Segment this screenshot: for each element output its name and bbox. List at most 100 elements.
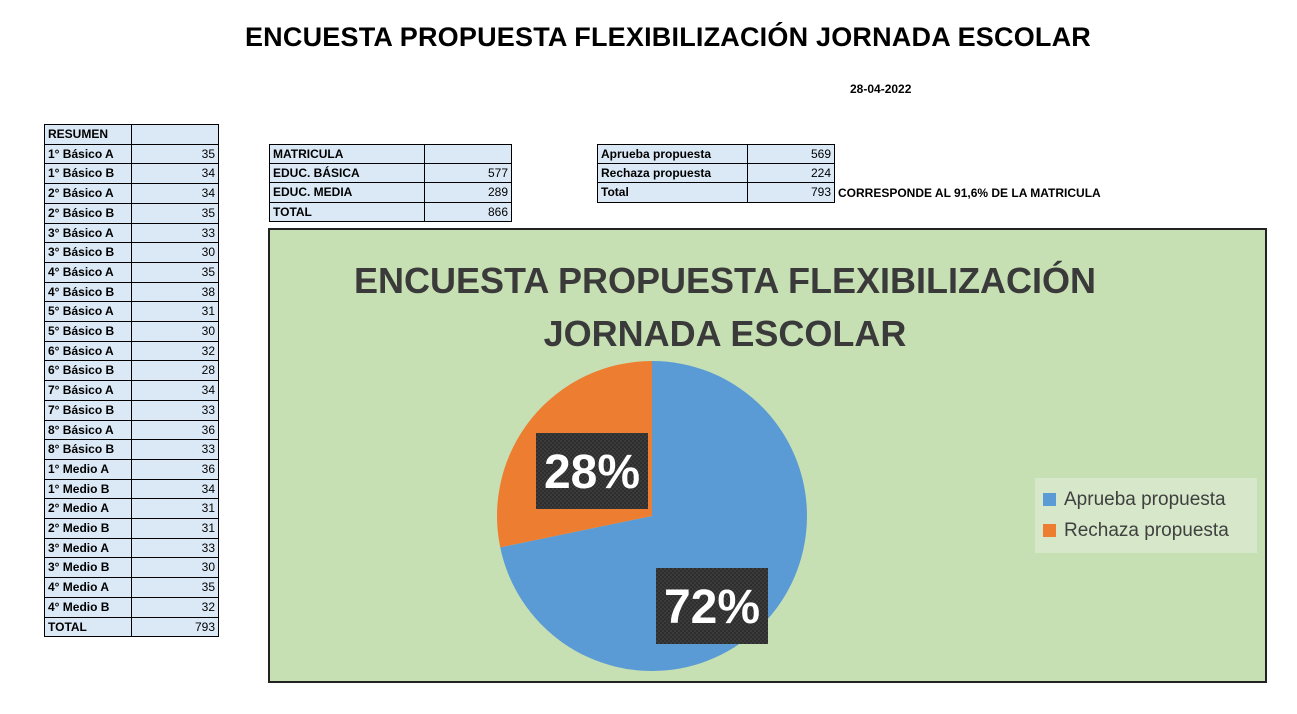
table-row: EDUC. BÁSICA 577	[269, 163, 512, 184]
course-value: 28	[131, 360, 219, 382]
table-row: 2° Básico A 34	[44, 183, 219, 204]
course-value: 31	[131, 301, 219, 323]
course-label: 8° Básico B	[44, 439, 132, 460]
table-row: 4° Medio B 32	[44, 596, 219, 618]
table-row: 6° Básico B 28	[44, 360, 219, 382]
course-label: 3° Básico B	[44, 242, 132, 263]
report-date: 28-04-2022	[850, 82, 912, 96]
vote-value: 569	[747, 143, 835, 165]
data-label-1: 72%	[656, 568, 768, 644]
chart-area: ENCUESTA PROPUESTA FLEXIBILIZACIÓN JORNA…	[268, 228, 1267, 683]
course-value: 33	[131, 222, 219, 244]
table-row: Rechaza propuesta 224	[597, 163, 835, 184]
legend-item: Rechaza propuesta	[1043, 515, 1249, 546]
table-row: Total 793	[597, 182, 835, 203]
table-row: 5° Básico A 31	[44, 301, 219, 323]
course-value: 36	[131, 458, 219, 480]
enrollment-label: TOTAL	[269, 201, 425, 222]
course-value: 33	[131, 439, 219, 460]
course-value: 35	[131, 261, 219, 283]
chart-title: ENCUESTA PROPUESTA FLEXIBILIZACIÓN JORNA…	[353, 260, 1097, 354]
course-value: 793	[131, 616, 219, 638]
enrollment-value: 289	[424, 182, 512, 203]
course-label: 5° Básico B	[44, 321, 132, 342]
course-label: 3° Básico A	[44, 222, 132, 244]
legend-swatch	[1043, 493, 1056, 506]
course-label: TOTAL	[44, 616, 132, 638]
table-row: 2° Medio B 31	[44, 518, 219, 539]
course-value: 38	[131, 281, 219, 303]
enrollment-value: 577	[424, 163, 512, 184]
course-label: 8° Básico A	[44, 419, 132, 441]
resumen-table: RESUMEN 1° Básico A 35 1° Básico B 34 2° Bás…	[44, 124, 219, 638]
table-row: Aprueba propuesta 569	[597, 143, 835, 165]
vote-label: Rechaza propuesta	[597, 163, 748, 184]
table-row: 3° Medio B 30	[44, 557, 219, 579]
course-value: 30	[131, 242, 219, 263]
table-row: 4° Medio A 35	[44, 577, 219, 598]
course-value: 31	[131, 498, 219, 520]
votes-table: Aprueba propuesta 569 Rechaza propuesta 224…	[597, 143, 835, 203]
table-header-row: MATRICULA	[269, 143, 512, 165]
course-label: 2° Básico A	[44, 183, 132, 204]
legend-label: Aprueba propuesta	[1064, 488, 1226, 510]
table-row: 1° Medio B 34	[44, 478, 219, 500]
course-label: 5° Básico A	[44, 301, 132, 323]
matricula-header: MATRICULA	[269, 143, 425, 165]
course-label: 1° Básico A	[44, 143, 132, 165]
course-label: 2° Medio A	[44, 498, 132, 520]
course-value: 35	[131, 202, 219, 224]
page-title: ENCUESTA PROPUESTA FLEXIBILIZACIÓN JORNA…	[244, 22, 1092, 52]
matricula-table: MATRICULA EDUC. BÁSICA 577 EDUC. MEDIA 289 T…	[269, 143, 512, 222]
enrollment-label: EDUC. MEDIA	[269, 182, 425, 203]
course-value: 34	[131, 380, 219, 401]
table-row: 3° Básico B 30	[44, 242, 219, 263]
course-label: 4° Medio B	[44, 596, 132, 618]
course-value: 34	[131, 478, 219, 500]
course-value: 36	[131, 419, 219, 441]
table-row: 4° Básico A 35	[44, 261, 219, 283]
legend-swatch	[1043, 524, 1056, 537]
course-label: 2° Básico B	[44, 202, 132, 224]
course-label: 6° Básico A	[44, 340, 132, 362]
course-value: 31	[131, 518, 219, 539]
table-row: 2° Medio A 31	[44, 498, 219, 520]
table-header-row: RESUMEN	[44, 124, 219, 145]
pie-chart: 72% 28%	[497, 361, 807, 671]
table-row: 7° Básico A 34	[44, 380, 219, 401]
data-label-text: 28%	[544, 446, 640, 499]
table-row: TOTAL 866	[269, 201, 512, 222]
course-label: 7° Básico B	[44, 399, 132, 421]
course-label: 4° Básico A	[44, 261, 132, 283]
course-value: 32	[131, 340, 219, 362]
chart-legend: Aprueba propuesta Rechaza propuesta	[1035, 478, 1257, 553]
vote-value: 793	[747, 182, 835, 203]
table-row: 8° Básico A 36	[44, 419, 219, 441]
table-row: 5° Básico B 30	[44, 321, 219, 342]
course-label: 3° Medio A	[44, 537, 132, 559]
course-label: 1° Medio B	[44, 478, 132, 500]
table-row: 1° Medio A 36	[44, 458, 219, 480]
table-row: 7° Básico B 33	[44, 399, 219, 421]
enrollment-value: 866	[424, 201, 512, 222]
table-row: 1° Básico A 35	[44, 143, 219, 165]
data-label-text: 72%	[664, 581, 760, 634]
coverage-note: CORRESPONDE AL 91,6% DE LA MATRICULA	[838, 186, 1101, 200]
data-label-box	[656, 568, 768, 644]
legend-item: Aprueba propuesta	[1043, 484, 1249, 515]
table-row: 6° Básico A 32	[44, 340, 219, 362]
enrollment-label: EDUC. BÁSICA	[269, 163, 425, 184]
table-row: EDUC. MEDIA 289	[269, 182, 512, 203]
legend-label: Rechaza propuesta	[1064, 519, 1229, 541]
course-label: 6° Básico B	[44, 360, 132, 382]
course-label: 4° Básico B	[44, 281, 132, 303]
course-value: 35	[131, 143, 219, 165]
table-row: 3° Básico A 33	[44, 222, 219, 244]
table-row: 1° Básico B 34	[44, 163, 219, 185]
data-label-2: 28%	[536, 433, 648, 509]
course-label: 1° Medio A	[44, 458, 132, 480]
vote-label: Aprueba propuesta	[597, 143, 748, 165]
course-value: 30	[131, 321, 219, 342]
table-row: 3° Medio A 33	[44, 537, 219, 559]
course-label: 1° Básico B	[44, 163, 132, 185]
